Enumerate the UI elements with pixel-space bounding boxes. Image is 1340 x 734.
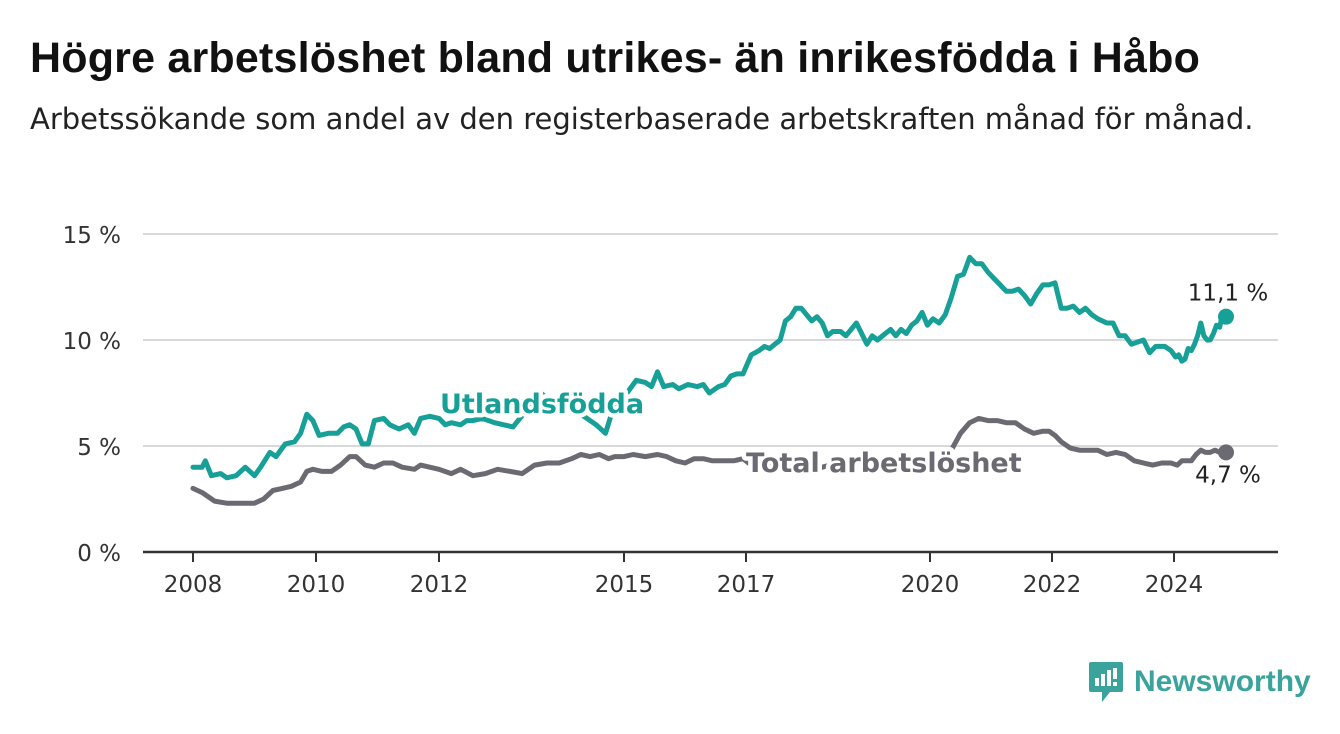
series-label-utlandsfodda: Utlandsfödda [440, 389, 644, 420]
bar-chart-logo-icon [1089, 662, 1123, 702]
x-tick-label: 2008 [164, 572, 223, 598]
series-end-label: 11,1 % [1188, 281, 1268, 307]
series-labels: 11,1 % 4,7 % Utlandsfödda Total arbetslöshe… [436, 281, 1269, 489]
x-tick-label: 2012 [410, 572, 469, 598]
x-tick-label: 2010 [287, 572, 346, 598]
series-end-point [1218, 444, 1234, 461]
series-line-utlandsfodda [190, 254, 1229, 481]
y-tick-label: 0 % [77, 541, 121, 567]
series-lines [190, 254, 1234, 506]
y-tick-label: 5 % [77, 435, 121, 461]
x-tick-label: 2015 [595, 572, 654, 598]
brand-name: Newsworthy [1134, 665, 1311, 698]
newsworthy-logo: Newsworthy [1088, 660, 1311, 704]
series-line-total [190, 415, 1229, 506]
x-tick-label: 2022 [1023, 572, 1082, 598]
y-tick-label: 15 % [63, 223, 121, 249]
series-end-point [1218, 308, 1234, 325]
y-tick-label: 10 % [63, 329, 121, 355]
series-end-label: 4,7 % [1195, 462, 1261, 488]
x-axis: 2008 2010 2012 2015 2017 2020 2022 2024 [143, 550, 1278, 598]
x-tick-label: 2024 [1145, 572, 1204, 598]
chart-title: Högre arbetslöshet bland utrikes- än inr… [30, 34, 1201, 82]
chart-subtitle: Arbetssökande som andel av den registerb… [30, 102, 1254, 136]
y-axis-ticks: 0 % 5 % 10 % 15 % [63, 223, 121, 567]
x-tick-label: 2020 [901, 572, 960, 598]
x-tick-label: 2017 [717, 572, 776, 598]
series-label-total: Total arbetslöshet [746, 448, 1022, 479]
y-gridlines [143, 233, 1278, 447]
